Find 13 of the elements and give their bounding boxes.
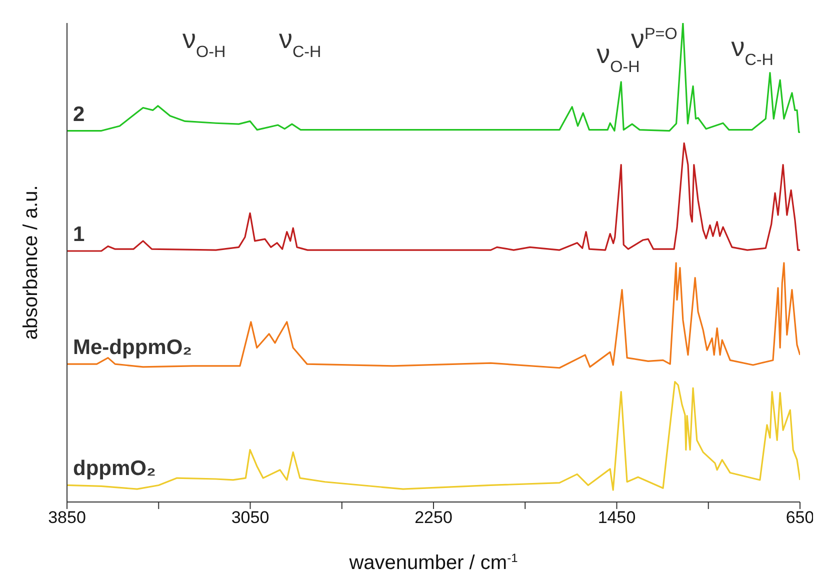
x-tick-label: 3850 bbox=[48, 508, 86, 528]
annotation: ν$_{O-H}$ bbox=[182, 24, 226, 61]
annotation: ν$_{C-H}$ bbox=[731, 32, 774, 69]
series-label: dppmO₂ bbox=[73, 457, 156, 480]
x-tick-label: 2250 bbox=[414, 508, 452, 528]
series-label: Me-dppmO₂ bbox=[73, 336, 192, 360]
series-label: 2 bbox=[73, 102, 85, 126]
series-label: 1 bbox=[73, 223, 85, 246]
x-axis-title: wavenumber / cm$^{-1}$ bbox=[348, 551, 518, 574]
x-tick-label: 3050 bbox=[231, 508, 270, 528]
x-tick-label: 1450 bbox=[598, 508, 636, 528]
y-axis-title: absorbance / a.u. bbox=[20, 185, 42, 340]
annotation: ν$_{C-H}$ bbox=[278, 24, 322, 61]
